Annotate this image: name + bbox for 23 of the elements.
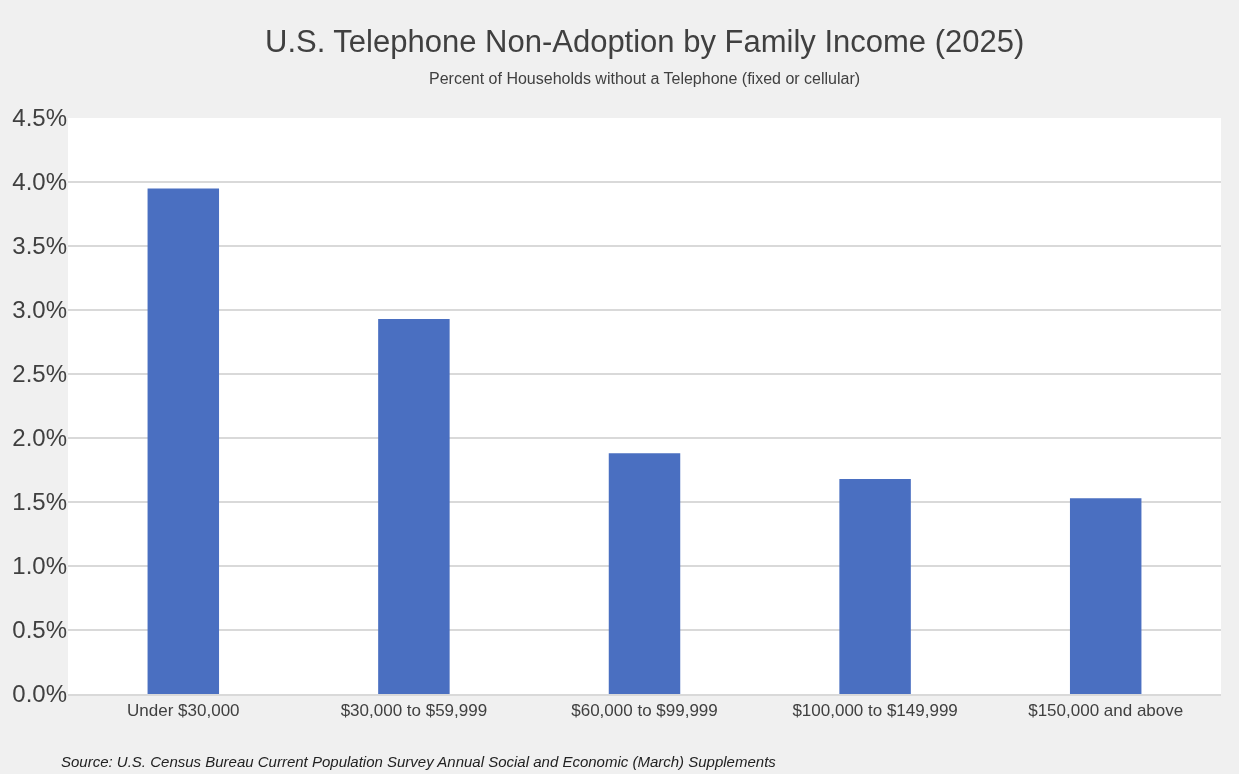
y-tick-label: 4.0%: [12, 168, 67, 196]
y-tick-label: 0.0%: [12, 680, 67, 708]
chart-subtitle: Percent of Households without a Telephone (fixed or cellular): [429, 70, 861, 87]
x-tick-label: Under $30,000: [127, 701, 240, 721]
y-tick-label: 0.5%: [12, 616, 67, 644]
bar: [378, 318, 450, 694]
x-tick-label: $60,000 to $99,999: [571, 701, 718, 721]
x-tick-label: $100,000 to $149,999: [792, 701, 958, 721]
y-tick-label: 2.0%: [12, 424, 67, 452]
source-note: Source: U.S. Census Bureau Current Population Survey Annual Social and Economic (March) Supplements: [61, 753, 777, 770]
x-tick-label: $30,000 to $59,999: [340, 701, 488, 721]
y-tick-label: 1.0%: [12, 552, 67, 580]
x-tick-label: $150,000 and above: [1028, 701, 1184, 721]
y-tick-label: 4.5%: [12, 104, 67, 132]
bar: [147, 188, 220, 694]
bar: [839, 478, 911, 694]
chart-title: U.S. Telephone Non-Adoption by Family Income (2025): [265, 24, 1025, 59]
y-tick-label: 3.5%: [12, 232, 67, 260]
y-tick-label: 3.0%: [12, 296, 67, 324]
y-tick-label: 1.5%: [12, 488, 67, 516]
y-tick-label: 2.5%: [12, 360, 67, 388]
bar: [1069, 498, 1142, 694]
bar: [608, 453, 681, 694]
